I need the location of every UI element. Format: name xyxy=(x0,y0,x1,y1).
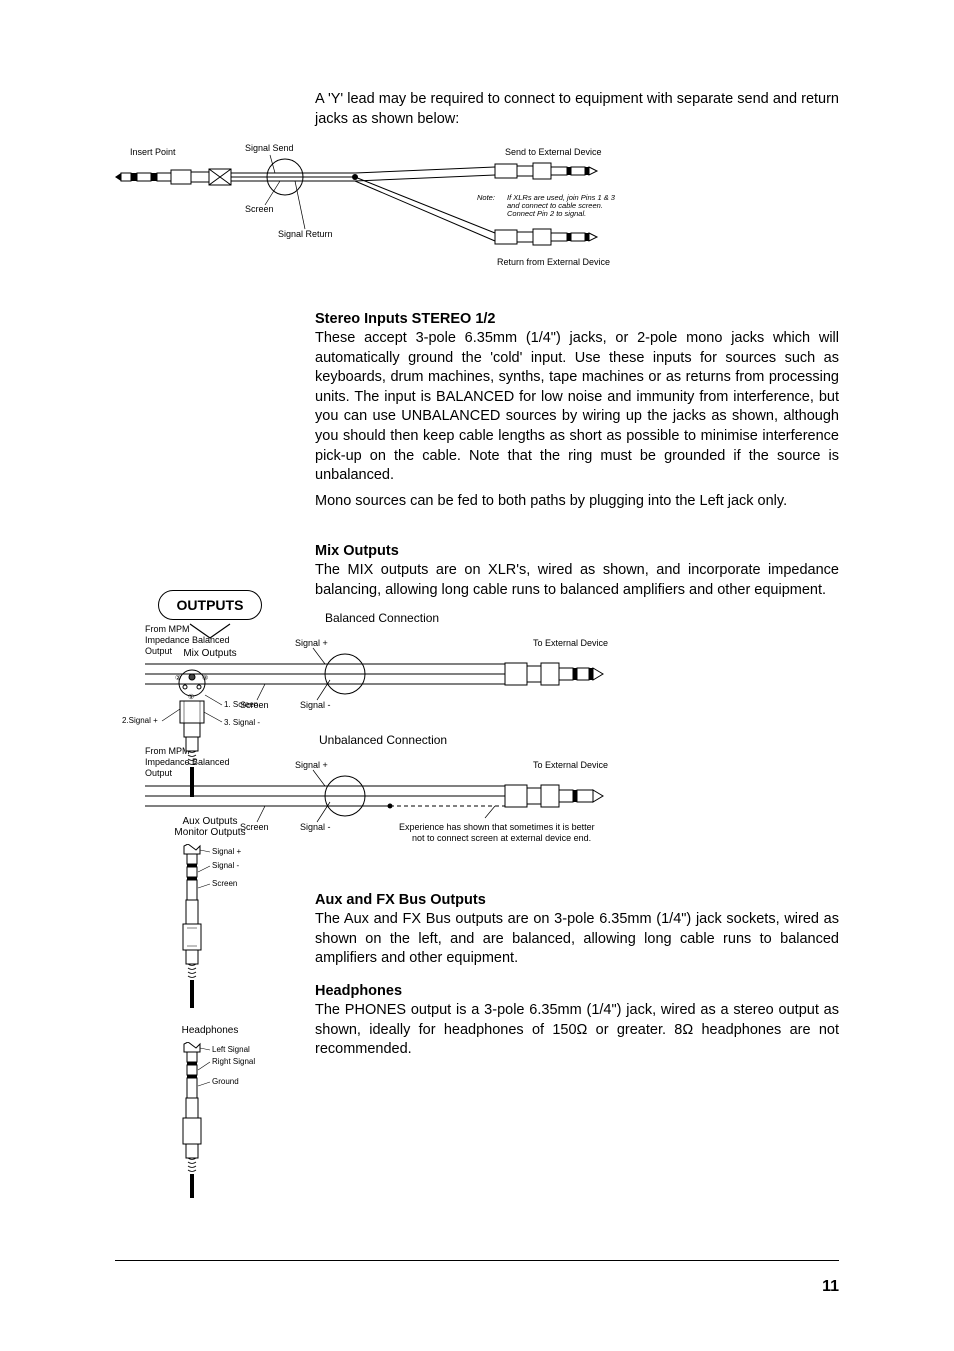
headphones-label: Headphones xyxy=(120,1025,300,1036)
svg-text:Insert Point: Insert Point xyxy=(130,147,176,157)
svg-text:To External Device: To External Device xyxy=(533,760,608,770)
svg-text:①: ① xyxy=(188,693,194,701)
ylead-diagram: Insert Point Signal Send Screen Signal R… xyxy=(115,137,839,287)
mix-heading: Mix Outputs xyxy=(315,543,839,559)
mix-text: The MIX outputs are on XLR's, wired as s… xyxy=(315,561,839,600)
trs-jack-icon: Signal + Signal - Screen xyxy=(120,844,300,1014)
svg-text:Screen: Screen xyxy=(212,879,237,888)
sidebar: OUTPUTS Mix Outputs ② ③ ① 1. Screen 2.Si… xyxy=(120,590,300,1207)
svg-text:3. Signal -: 3. Signal - xyxy=(224,718,260,727)
svg-text:Experience has shown that some: Experience has shown that sometimes it i… xyxy=(399,822,595,832)
mix-outputs-label: Mix Outputs xyxy=(120,648,300,659)
svg-text:③: ③ xyxy=(202,674,208,682)
intro-paragraph: A 'Y' lead may be required to connect to… xyxy=(315,90,839,129)
svg-text:②: ② xyxy=(175,674,181,682)
svg-text:Connect Pin 2 to signal.: Connect Pin 2 to signal. xyxy=(507,209,586,218)
svg-text:Signal -: Signal - xyxy=(300,700,331,710)
svg-text:Screen: Screen xyxy=(245,204,274,214)
svg-text:1. Screen: 1. Screen xyxy=(224,700,258,709)
aux-monitor-label-1: Aux Outputs xyxy=(120,816,300,827)
stereo-heading: Stereo Inputs STEREO 1/2 xyxy=(315,311,839,327)
svg-text:Signal -: Signal - xyxy=(300,822,331,832)
svg-text:Unbalanced Connection: Unbalanced Connection xyxy=(319,733,447,747)
svg-text:Signal Send: Signal Send xyxy=(245,143,294,153)
svg-text:not to connect screen at exter: not to connect screen at external device… xyxy=(412,833,591,843)
svg-text:Return from External Device: Return from External Device xyxy=(497,257,610,267)
page-number: 11 xyxy=(822,1278,839,1296)
aux-monitor-label-2: Monitor Outputs xyxy=(120,827,300,838)
xlr-diagram-icon: ② ③ ① 1. Screen 2.Signal + 3. Signal - xyxy=(120,665,300,805)
headphones-jack-icon: Left Signal Right Signal Ground xyxy=(120,1042,300,1202)
outputs-badge: OUTPUTS xyxy=(158,590,263,620)
svg-text:To External Device: To External Device xyxy=(533,638,608,648)
svg-text:Signal +: Signal + xyxy=(212,847,241,856)
phones-text: The PHONES output is a 3-pole 6.35mm (1/… xyxy=(315,1001,839,1060)
footer-rule xyxy=(115,1260,839,1261)
aux-heading: Aux and FX Bus Outputs xyxy=(315,892,839,908)
phones-heading: Headphones xyxy=(315,983,839,999)
svg-text:Ground: Ground xyxy=(212,1077,239,1086)
stereo-text-2: Mono sources can be fed to both paths by… xyxy=(315,492,839,512)
svg-text:Balanced Connection: Balanced Connection xyxy=(325,611,439,625)
svg-text:Left Signal: Left Signal xyxy=(212,1045,250,1054)
svg-text:Send to External Device: Send to External Device xyxy=(505,147,602,157)
svg-text:2.Signal +: 2.Signal + xyxy=(122,716,158,725)
aux-text: The Aux and FX Bus outputs are on 3-pole… xyxy=(315,910,839,969)
svg-text:Signal Return: Signal Return xyxy=(278,229,333,239)
svg-text:Right Signal: Right Signal xyxy=(212,1057,255,1066)
svg-text:Note:: Note: xyxy=(477,193,495,202)
stereo-text-1: These accept 3-pole 6.35mm (1/4") jacks,… xyxy=(315,329,839,486)
svg-text:Signal -: Signal - xyxy=(212,861,239,870)
